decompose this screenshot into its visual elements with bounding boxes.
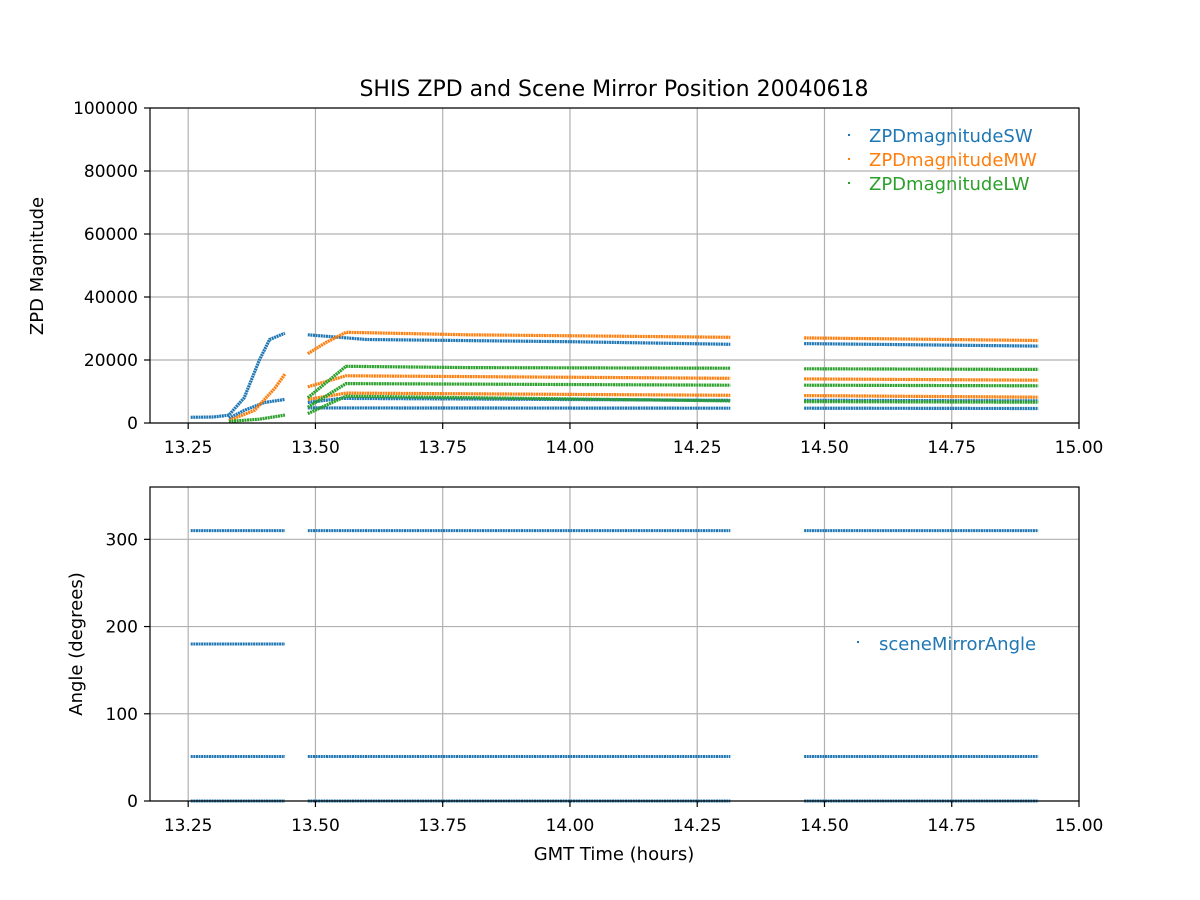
series-trace [228, 373, 287, 422]
angle-x-axis-label: GMT Time (hours) [534, 844, 695, 865]
series-ZPDmagnitudeLW [228, 364, 1039, 423]
zpd-x-tick-label: 13.25 [164, 438, 213, 458]
angle-y-axis-label: Angle (degrees) [66, 572, 87, 715]
angle-data [190, 529, 1039, 803]
angle-y-tick-label: 0 [127, 792, 138, 812]
mirror-angle-panel: 13.25 13.50 13.75 14.00 14.25 14.50 14.75 15.00… [66, 486, 1104, 865]
angle-x-tick-label: 15.00 [1055, 816, 1104, 836]
series-ZPDmagnitudeSW [190, 331, 1039, 420]
zpd-x-tick-label: 13.50 [291, 438, 340, 458]
angle-y-tick-label: 200 [106, 618, 138, 638]
series-trace [804, 394, 1039, 399]
legend-marker [848, 158, 850, 160]
series-trace [307, 394, 731, 416]
series-trace [804, 336, 1039, 343]
angle-y-tick-label: 300 [106, 530, 138, 550]
series-trace [804, 383, 1039, 388]
zpd-x-tick-label: 15.00 [1055, 438, 1104, 458]
legend-label: ZPDmagnitudeSW [869, 126, 1033, 147]
zpd-y-tick-label: 80000 [84, 162, 138, 182]
legend-marker [848, 134, 850, 136]
series-sceneMirrorAngle [190, 529, 1039, 803]
angle-legend: sceneMirrorAngle [857, 634, 1036, 655]
series-trace [228, 397, 286, 420]
angle-ticks: 13.25 13.50 13.75 14.00 14.25 14.50 14.75 15.00… [106, 530, 1104, 836]
zpd-data [190, 330, 1039, 423]
zpd-x-tick-label: 14.50 [800, 438, 849, 458]
zpd-x-tick-label: 14.00 [546, 438, 595, 458]
series-trace [307, 391, 731, 401]
legend-label: ZPDmagnitudeMW [869, 150, 1037, 171]
angle-plot-frame [149, 486, 1080, 802]
zpd-y-tick-label: 60000 [84, 225, 138, 245]
series-trace [804, 400, 1039, 404]
series-trace [307, 374, 731, 389]
chart-title: SHIS ZPD and Scene Mirror Position 20040… [359, 77, 868, 102]
zpd-y-tick-label: 40000 [84, 288, 138, 308]
series-trace [306, 330, 731, 356]
series-trace [307, 333, 731, 346]
zpd-x-tick-label: 13.75 [418, 438, 467, 458]
zpd-legend: ZPDmagnitudeSW ZPDmagnitudeMW ZPDmagnitude… [848, 126, 1037, 195]
angle-x-tick-label: 14.00 [546, 816, 595, 836]
series-trace [228, 413, 286, 423]
zpd-y-tick-label: 0 [127, 414, 138, 434]
series-trace [804, 377, 1039, 382]
angle-x-tick-label: 13.75 [418, 816, 467, 836]
zpd-ticks: 13.25 13.50 13.75 14.00 14.25 14.50 14.75 15.00… [73, 99, 1103, 458]
angle-x-tick-label: 14.75 [927, 816, 976, 836]
series-trace [190, 331, 286, 419]
series-trace [306, 382, 731, 409]
angle-x-tick-label: 14.25 [673, 816, 722, 836]
zpd-x-tick-label: 14.75 [927, 438, 976, 458]
zpd-y-axis-label: ZPD Magnitude [27, 197, 48, 335]
series-trace [804, 367, 1039, 371]
legend-marker [857, 641, 859, 643]
series-trace [306, 364, 731, 400]
zpd-y-tick-label: 100000 [73, 99, 138, 119]
zpd-magnitude-panel: 13.25 13.50 13.75 14.00 14.25 14.50 14.75 15.00… [27, 99, 1103, 458]
zpd-y-tick-label: 20000 [84, 351, 138, 371]
series-trace [804, 342, 1039, 348]
legend-label: ZPDmagnitudeLW [869, 174, 1030, 195]
zpd-plot-frame [149, 107, 1080, 424]
angle-x-tick-label: 14.50 [800, 816, 849, 836]
angle-y-tick-label: 100 [106, 705, 138, 725]
zpd-x-tick-label: 14.25 [673, 438, 722, 458]
angle-x-tick-label: 13.50 [291, 816, 340, 836]
series-ZPDmagnitudeMW [228, 330, 1039, 422]
legend-label: sceneMirrorAngle [879, 634, 1036, 655]
legend-marker [848, 182, 850, 184]
angle-x-tick-label: 13.25 [164, 816, 213, 836]
